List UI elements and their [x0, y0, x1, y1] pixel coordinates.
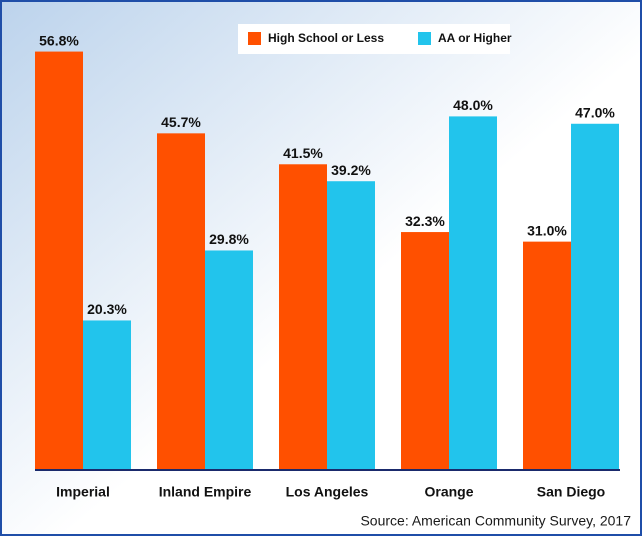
- value-label: 47.0%: [575, 104, 615, 120]
- value-label: 41.5%: [283, 145, 323, 161]
- bar: [523, 241, 571, 470]
- bar: [571, 123, 619, 471]
- bar: [327, 181, 375, 470]
- value-label: 20.3%: [87, 301, 127, 317]
- value-label: 39.2%: [331, 162, 371, 178]
- x-tick-label: San Diego: [537, 484, 605, 500]
- x-tick-label: Inland Empire: [159, 484, 252, 500]
- legend-label: High School or Less: [268, 31, 384, 45]
- x-tick-label: Orange: [424, 484, 473, 500]
- legend-swatch: [248, 32, 261, 45]
- value-label: 48.0%: [453, 97, 493, 113]
- value-label: 29.8%: [209, 231, 249, 247]
- value-label: 45.7%: [161, 114, 201, 130]
- bar: [83, 320, 131, 470]
- legend-box: [238, 24, 510, 54]
- value-label: 32.3%: [405, 213, 445, 229]
- bar: [35, 51, 83, 470]
- x-tick-label: Los Angeles: [286, 484, 369, 500]
- bar: [157, 133, 205, 471]
- source: Source: American Community Survey, 2017: [360, 513, 631, 529]
- value-label: 56.8%: [39, 32, 79, 48]
- x-tick-label: Imperial: [56, 484, 110, 500]
- bar: [449, 116, 497, 471]
- legend-label: AA or Higher: [438, 31, 512, 45]
- legend-swatch: [418, 32, 431, 45]
- bar: [205, 250, 253, 470]
- bar: [279, 164, 327, 471]
- value-label: 31.0%: [527, 222, 567, 238]
- bar: [401, 232, 449, 470]
